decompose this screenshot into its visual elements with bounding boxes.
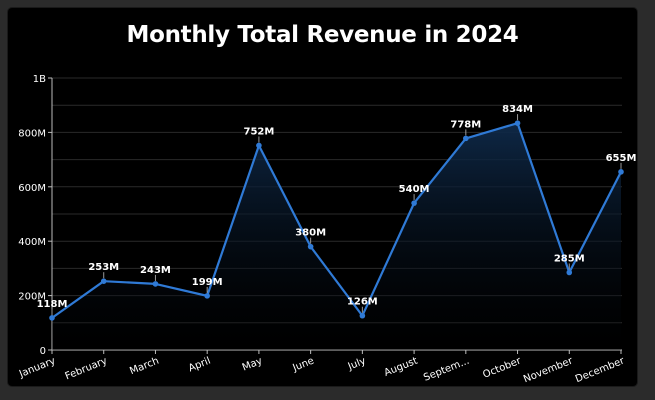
series-line bbox=[51, 122, 622, 319]
x-tick-label: October bbox=[481, 355, 523, 381]
y-tick-label: 400M bbox=[18, 237, 46, 248]
data-label: 243M bbox=[140, 265, 171, 276]
data-label: 285M bbox=[554, 253, 585, 264]
x-tick-label: August bbox=[383, 356, 420, 379]
x-tick-label: December bbox=[574, 355, 627, 385]
data-point bbox=[411, 200, 417, 206]
data-point bbox=[204, 293, 210, 299]
data-label: 655M bbox=[606, 153, 637, 164]
data-label: 834M bbox=[502, 104, 533, 115]
data-labels-layer: 118M 253M 243M 199M 752M 380M 126M 540M 778M 834M… bbox=[37, 104, 637, 310]
area-fill-layer bbox=[52, 123, 621, 350]
chart-title: Monthly Total Revenue in 2024 bbox=[126, 22, 519, 48]
data-point bbox=[566, 269, 573, 276]
x-tick-label: July bbox=[346, 356, 368, 373]
x-tick-label: February bbox=[64, 356, 109, 383]
data-label: 126M bbox=[347, 297, 378, 308]
data-label: 380M bbox=[295, 228, 326, 239]
x-tick-label: April bbox=[187, 356, 212, 375]
x-tick-label: Septem... bbox=[422, 356, 471, 384]
data-label: 540M bbox=[399, 184, 430, 195]
series-area bbox=[52, 123, 621, 350]
data-points-layer bbox=[49, 114, 624, 321]
data-point bbox=[152, 281, 159, 287]
y-tick-label: 600M bbox=[18, 183, 46, 194]
y-tick-label: 1B bbox=[33, 74, 46, 85]
data-label: 118M bbox=[37, 299, 68, 310]
y-tick-label: 200M bbox=[18, 292, 46, 303]
series-line-layer bbox=[51, 122, 622, 319]
x-tick-label: May bbox=[241, 356, 264, 374]
data-point bbox=[49, 315, 55, 321]
data-point bbox=[307, 243, 314, 250]
y-tick-label: 0 bbox=[40, 346, 46, 357]
data-point bbox=[618, 169, 624, 175]
data-label: 752M bbox=[243, 126, 274, 137]
x-tick-label: January bbox=[17, 356, 57, 381]
x-tick-label: March bbox=[128, 356, 160, 378]
data-point bbox=[359, 312, 366, 319]
y-tick-label: 800M bbox=[18, 128, 46, 139]
data-point bbox=[256, 142, 262, 149]
data-point bbox=[100, 278, 107, 284]
data-label: 253M bbox=[88, 262, 119, 273]
x-tick-label: June bbox=[291, 356, 316, 375]
data-point bbox=[463, 135, 469, 142]
data-label: 199M bbox=[192, 277, 223, 288]
data-point bbox=[514, 120, 521, 126]
x-tick-label: November bbox=[522, 355, 575, 385]
data-label: 778M bbox=[450, 119, 481, 130]
